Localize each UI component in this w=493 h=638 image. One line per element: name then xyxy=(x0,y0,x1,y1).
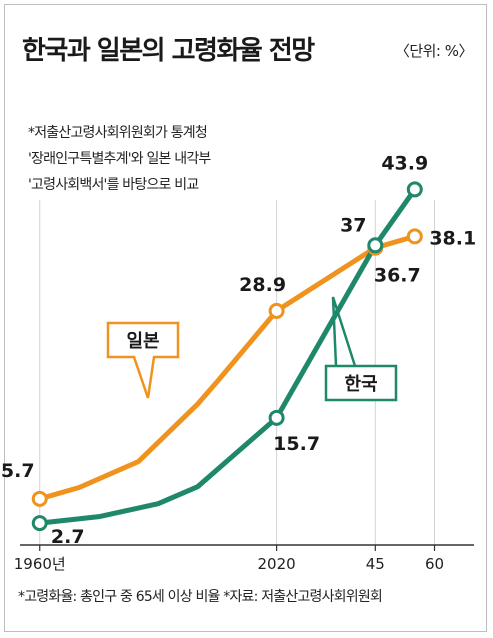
series-line-korea xyxy=(37,186,418,526)
source-note-line: '장래인구특별추계'와 일본 내각부 xyxy=(28,151,211,167)
data-point xyxy=(406,181,423,198)
data-label: 15.7 xyxy=(273,433,320,455)
series-line-japan xyxy=(37,233,418,502)
japan-callout-box xyxy=(106,321,180,399)
korea-callout-box xyxy=(324,364,398,402)
data-point xyxy=(406,228,423,245)
data-point xyxy=(367,237,384,254)
source-note: *저출산고령사회위원회가 통계청 '장래인구특별추계'와 일본 내각부 '고령사… xyxy=(28,120,211,198)
x-tick-label: 60 xyxy=(425,555,444,573)
x-tick-label: 2020 xyxy=(258,555,296,573)
chart-frame xyxy=(4,4,487,632)
x-tick-label: 45 xyxy=(366,555,385,573)
data-label: 28.9 xyxy=(239,274,286,296)
unit-label: 〈단위: %〉 xyxy=(394,42,474,60)
data-point xyxy=(268,409,285,426)
data-point xyxy=(268,302,285,319)
data-point xyxy=(31,515,48,532)
data-label: 37 xyxy=(340,214,366,236)
chart-title: 한국과 일본의 고령화율 전망 xyxy=(22,36,315,66)
data-label: 5.7 xyxy=(1,460,35,482)
data-point xyxy=(31,490,48,507)
korea-legend-label: 한국 xyxy=(344,374,377,395)
japan-legend-label: 일본 xyxy=(126,331,159,352)
data-label: 43.9 xyxy=(381,152,428,174)
data-label: 36.7 xyxy=(374,265,421,287)
footer-note: *고령화율: 총인구 중 65세 이상 비율 *자료: 저출산고령사회위원회 xyxy=(18,589,383,605)
source-note-line: *저출산고령사회위원회가 통계청 xyxy=(28,125,208,141)
korea-callout-tail xyxy=(331,296,357,367)
data-label: 38.1 xyxy=(429,227,476,249)
x-tick-label: 1960년 xyxy=(14,555,66,573)
source-note-line: '고령사회백서'를 바탕으로 비교 xyxy=(28,177,199,193)
data-label: 2.7 xyxy=(51,526,85,548)
